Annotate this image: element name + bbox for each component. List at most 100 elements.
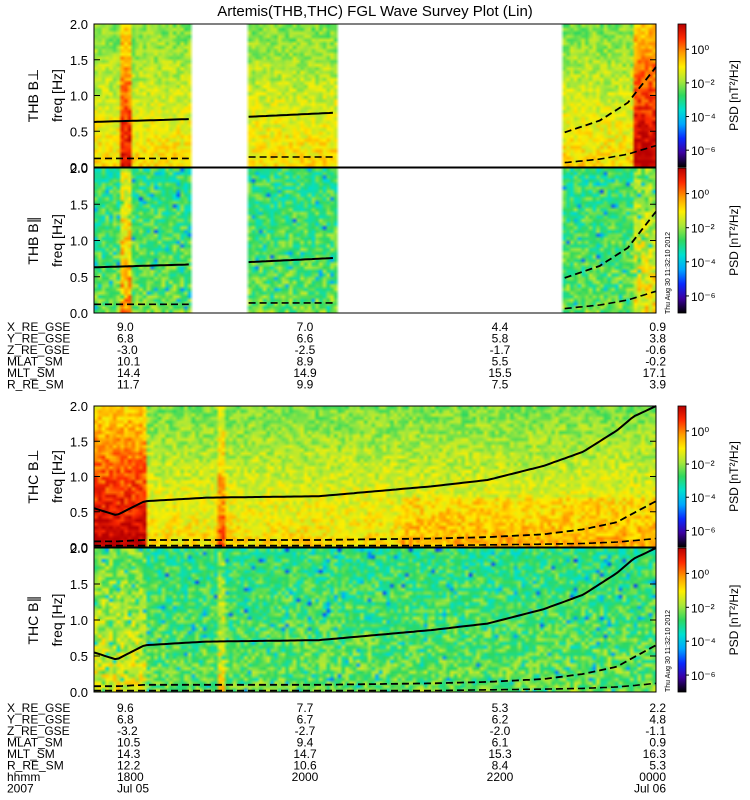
ephemeris-value: 0000: [639, 770, 666, 784]
spectrogram-image: [94, 24, 656, 167]
ephemeris-value: -1.1: [645, 724, 666, 738]
spectrogram-image: [94, 406, 656, 547]
ephemeris-value: 10.1: [117, 355, 141, 369]
colorbar: [677, 23, 687, 168]
colorbar: [677, 167, 687, 314]
ephemeris-label: R_RE_SM: [7, 378, 64, 392]
spectrogram-panel: 0.0 0.5 1.0 1.5 2.0 THB B⊥ freq [Hz]: [25, 17, 657, 175]
ephemeris-value: -2.5: [295, 343, 316, 357]
ephemeris-value: 6.6: [297, 332, 314, 346]
colorbar-tick-label: 10⁻⁴: [691, 256, 716, 270]
colorbar-tick-label: 10⁻²: [691, 77, 715, 91]
spectrogram-panels: 0.0 0.5 1.0 1.5 2.0 THB B⊥ freq [Hz] 0.0 0.5 1.0 1…: [25, 17, 657, 700]
ephemeris-value: 14.4: [117, 366, 141, 380]
ephemeris-value: 15.5: [488, 366, 512, 380]
colorbar-label: PSD [nT²/Hz]: [727, 441, 741, 512]
ephemeris-value: 0.9: [649, 320, 666, 334]
ephemeris-value: -1.7: [490, 343, 511, 357]
ephemeris-value: 1800: [117, 770, 144, 784]
ephemeris-value: 6.2: [492, 713, 509, 727]
fce-dashed-curve: [94, 500, 657, 543]
ephemeris-label: Y_RE_GSE: [7, 713, 70, 727]
colorbar-tick-label: 10⁻²: [691, 222, 715, 236]
ephemeris-value: 10.6: [293, 759, 317, 773]
ephemeris-label: R_RE_SM: [7, 759, 64, 773]
ephemeris-label: X_RE_GSE: [7, 320, 70, 334]
panel-ylabel: freq [Hz]: [49, 594, 65, 647]
spectrogram-image: [94, 548, 656, 692]
ephemeris-value: 6.1: [492, 736, 509, 750]
ephemeris-value: 9.4: [297, 736, 314, 750]
panel-ylabel: freq [Hz]: [49, 450, 65, 503]
colorbar-label: PSD [nT²/Hz]: [727, 205, 741, 276]
ephemeris-value: 15.3: [488, 747, 512, 761]
ephemeris-value: 8.9: [297, 355, 314, 369]
ephemeris-label: MLAT_SM: [7, 355, 63, 369]
ephemeris-value: -0.6: [645, 343, 666, 357]
ephemeris-value: 9.0: [117, 320, 134, 334]
ephemeris-value: 2.2: [649, 701, 666, 715]
fce-dashed-curve: [94, 644, 657, 688]
ephemeris-value: -2.0: [490, 724, 511, 738]
ephemeris-value: 5.3: [649, 759, 666, 773]
ephemeris-value: 17.1: [643, 366, 667, 380]
panel-ylabel: freq [Hz]: [49, 69, 65, 122]
ephemeris-value: 10.5: [117, 736, 141, 750]
y-tick-label: 1.5: [70, 197, 88, 212]
ephemeris-label: 2007: [7, 782, 34, 796]
panel-label: THB B⊥: [25, 69, 41, 122]
ephemeris-label: Z_RE_GSE: [7, 724, 70, 738]
ephemeris-value: 14.7: [293, 747, 317, 761]
ephemeris-value: 5.5: [492, 355, 509, 369]
ephemeris-value: 12.2: [117, 759, 141, 773]
ephemeris-value: 3.8: [649, 332, 666, 346]
ephemeris-label: Z_RE_GSE: [7, 343, 70, 357]
ephemeris-value: -3.2: [117, 724, 138, 738]
ephemeris-value: 14.9: [293, 366, 317, 380]
plot-title: Artemis(THB,THC) FGL Wave Survey Plot (L…: [217, 3, 533, 20]
ephemeris-value: 8.4: [492, 759, 509, 773]
fce-solid-curve: [93, 118, 189, 123]
ephemeris-value: 2000: [292, 770, 319, 784]
ephemeris-value: 16.3: [643, 747, 667, 761]
y-tick-label: 1.0: [70, 613, 88, 628]
y-tick-label: 1.5: [70, 53, 88, 68]
ephemeris-value: 3.9: [649, 378, 666, 392]
colorbar-label: PSD [nT²/Hz]: [727, 585, 741, 656]
run-timestamp-2: Thu Aug 30 11:32:10 2012: [665, 610, 672, 692]
ephemeris-value: -3.0: [117, 343, 138, 357]
ephemeris-value: 6.8: [117, 713, 134, 727]
ephemeris-value: 7.7: [297, 701, 314, 715]
colorbar-tick-label: 10⁻⁶: [691, 290, 716, 304]
ephemeris-tables: X_RE_GSE 9.0 7.0 4.4 0.9 Y_RE_GSE 6.8 6.6 5.8 3.8…: [7, 320, 666, 796]
fce-solid-curve: [93, 263, 189, 269]
ephemeris-value: 5.3: [492, 701, 509, 715]
colorbar-tick-label: 10⁻⁶: [691, 524, 716, 538]
ephemeris-value: 9.6: [117, 701, 134, 715]
colorbars: 10⁰ 10⁻² 10⁻⁴ 10⁻⁶ PSD [nT²/Hz] 10⁰ 10⁻² 10⁻⁴ 10…: [677, 23, 741, 693]
ephemeris-value: 5.8: [492, 332, 509, 346]
ephemeris-value: -0.2: [645, 355, 666, 369]
ephemeris-value: 6.7: [297, 713, 314, 727]
fce-dashed-lower-curve: [564, 144, 657, 164]
colorbar-tick-label: 10⁻⁶: [691, 669, 716, 683]
y-tick-label: 1.0: [70, 89, 88, 104]
ephemeris-value: 11.7: [117, 378, 140, 392]
colorbar-tick-label: 10⁻⁴: [691, 111, 716, 125]
panel-label: THC B∥: [25, 596, 41, 645]
y-tick-label: 0.0: [70, 160, 88, 175]
ephemeris-label: Y_RE_GSE: [7, 332, 70, 346]
spectrogram-image: [94, 168, 656, 313]
colorbar-tick-label: 10⁻²: [691, 601, 715, 615]
ephemeris-label: MLT_SM: [7, 366, 55, 380]
y-tick-label: 0.5: [70, 649, 88, 664]
ephemeris-value: 2200: [487, 770, 514, 784]
ephemeris-value: 6.8: [117, 332, 134, 346]
colorbar-tick-label: 10⁻⁴: [691, 635, 716, 649]
ephemeris-value: 4.8: [649, 713, 666, 727]
spectrogram-panel: 0.0 0.5 1.0 1.5 2.0 THC B⊥ freq [Hz]: [25, 399, 657, 555]
y-tick-label: 0.5: [70, 124, 88, 139]
y-tick-label: 1.0: [70, 470, 88, 485]
colorbar-tick-label: 10⁰: [691, 43, 709, 57]
